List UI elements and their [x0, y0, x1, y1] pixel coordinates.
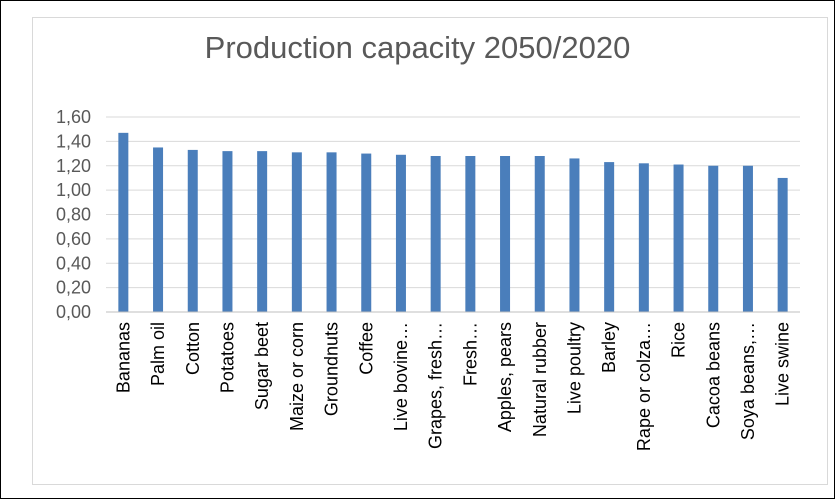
gridlines	[106, 116, 800, 289]
x-tick-label: Groundnuts	[322, 322, 342, 416]
bar	[395, 154, 406, 312]
y-axis-tick-labels: 0,00 0,20 0,40 0,60 0,80 1,00 1,20 1,40 1,60	[56, 107, 91, 322]
bar	[291, 152, 302, 312]
y-tick-label: 0,00	[56, 302, 91, 322]
bar	[118, 132, 129, 312]
x-tick-label: Natural rubber	[530, 322, 550, 437]
x-axis-tick-labels: Bananas Palm oil Cotton Potatoes Sugar beet M…	[113, 322, 792, 451]
x-tick-label: Coffee	[356, 322, 376, 375]
y-tick-label: 1,60	[56, 107, 91, 127]
bar	[673, 164, 684, 312]
bar	[430, 156, 441, 312]
bar	[361, 153, 372, 312]
bar	[153, 147, 164, 312]
y-tick-label: 0,60	[56, 229, 91, 249]
bar	[638, 163, 649, 312]
x-tick-label: Live bovine…	[391, 322, 411, 431]
x-tick-label: Barley	[599, 322, 619, 373]
x-tick-label: Cotton	[183, 322, 203, 375]
bar	[604, 162, 615, 312]
x-tick-label: Apples, pears	[495, 322, 515, 432]
bar	[534, 156, 545, 312]
bar	[326, 152, 337, 312]
x-tick-label: Cacoa beans	[703, 322, 723, 428]
x-tick-label: Rape or colza…	[634, 322, 654, 451]
x-tick-label: Sugar beet	[252, 322, 272, 410]
y-tick-label: 1,40	[56, 131, 91, 151]
y-tick-label: 1,00	[56, 180, 91, 200]
bar	[187, 149, 198, 312]
x-tick-label: Potatoes	[217, 322, 237, 393]
x-tick-label: Rice	[669, 322, 689, 358]
bars	[118, 132, 788, 312]
x-tick-label: Live swine	[773, 322, 793, 406]
x-tick-label: Grapes, fresh…	[426, 322, 446, 449]
bar	[257, 151, 268, 312]
x-tick-label: Live poultry	[564, 322, 584, 414]
y-tick-label: 0,80	[56, 205, 91, 225]
bar	[708, 165, 719, 312]
x-tick-label: Palm oil	[148, 322, 168, 386]
x-tick-label: Maize or corn	[287, 322, 307, 431]
x-tick-label: Fresh…	[460, 322, 480, 386]
y-tick-label: 0,40	[56, 253, 91, 273]
chart-area	[32, 17, 828, 485]
x-tick-label: Bananas	[113, 322, 133, 393]
bar	[465, 156, 476, 312]
bar	[742, 165, 753, 312]
bar	[569, 158, 580, 312]
x-tick-label: Soya beans,…	[738, 322, 758, 440]
chart-title: Production capacity 2050/2020	[204, 30, 631, 65]
y-tick-label: 1,20	[56, 156, 91, 176]
bar	[777, 177, 788, 312]
bar	[500, 156, 511, 312]
y-tick-label: 0,20	[56, 278, 91, 298]
bar	[222, 151, 233, 312]
